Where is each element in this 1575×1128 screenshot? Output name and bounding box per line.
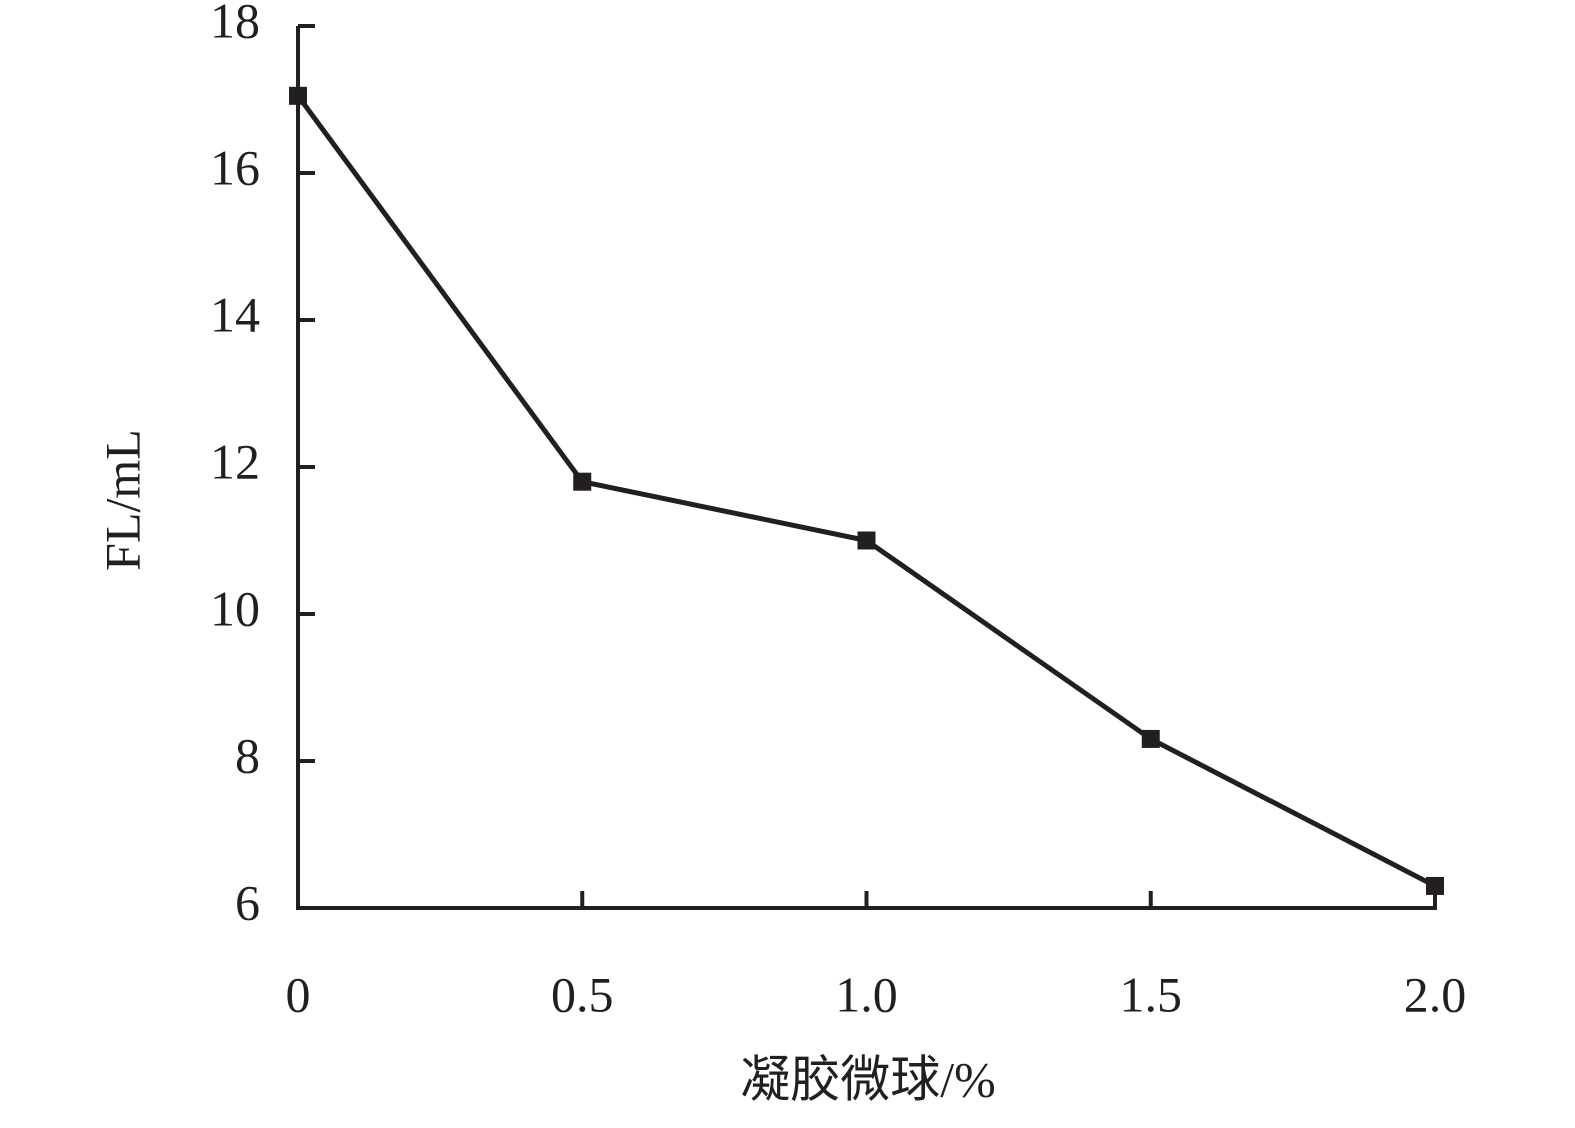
y-tick-label: 10 <box>210 580 260 636</box>
data-line <box>295 94 1437 889</box>
x-tick-label: 1.5 <box>1120 966 1183 1022</box>
data-marker <box>573 472 592 491</box>
x-tick-label: 2.0 <box>1404 966 1467 1022</box>
y-tick-label: 18 <box>210 0 260 48</box>
y-tick-label: 8 <box>235 727 260 783</box>
y-tick-label: 16 <box>210 139 260 195</box>
x-tick-label: 0 <box>286 966 311 1022</box>
y-axis-label: FL/mL <box>94 429 150 571</box>
data-marker <box>857 531 876 550</box>
y-tick-label: 6 <box>235 874 260 930</box>
data-marker <box>289 86 307 105</box>
x-axis-label: 凝胶微球/% <box>740 1051 996 1107</box>
data-marker <box>1426 876 1444 895</box>
data-marker <box>1141 729 1160 748</box>
y-tick-label: 12 <box>210 433 260 489</box>
y-tick-label: 14 <box>210 286 260 342</box>
x-tick-label: 0.5 <box>551 966 614 1022</box>
x-tick-label: 1.0 <box>835 966 898 1022</box>
